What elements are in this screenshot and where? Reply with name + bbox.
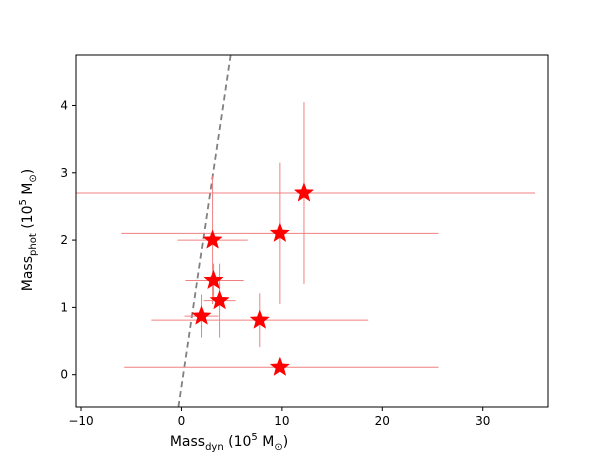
x-axis-label: Massdyn (105 M⊙) <box>170 432 288 453</box>
y-tick-label: 4 <box>60 98 68 112</box>
reference-line <box>177 55 232 407</box>
data-point-5 <box>191 305 212 325</box>
y-axis-label: Massphot (105 M⊙) <box>18 169 39 291</box>
data-point-3 <box>203 269 224 290</box>
x-tick-label: 10 <box>274 414 289 428</box>
x-axis-ticks: −10 0 10 20 30 <box>68 407 490 428</box>
data-point-7 <box>269 356 291 376</box>
data-point-6 <box>249 309 270 329</box>
y-tick-label: 0 <box>60 368 68 382</box>
data-point-1 <box>202 229 223 249</box>
x-tick-label: −10 <box>68 414 93 428</box>
y-axis-ticks: 0 1 2 3 4 <box>60 98 76 382</box>
data-point-4 <box>209 289 230 310</box>
data-point-0 <box>293 182 315 202</box>
plot-area <box>76 55 535 407</box>
y-tick-label: 1 <box>60 300 68 314</box>
x-tick-label: 20 <box>375 414 390 428</box>
axes-frame <box>75 54 549 408</box>
y-tick-label: 2 <box>60 233 68 247</box>
y-tick-label: 3 <box>60 166 68 180</box>
data-point-2 <box>269 222 291 243</box>
x-tick-label: 0 <box>178 414 186 428</box>
x-tick-label: 30 <box>475 414 490 428</box>
